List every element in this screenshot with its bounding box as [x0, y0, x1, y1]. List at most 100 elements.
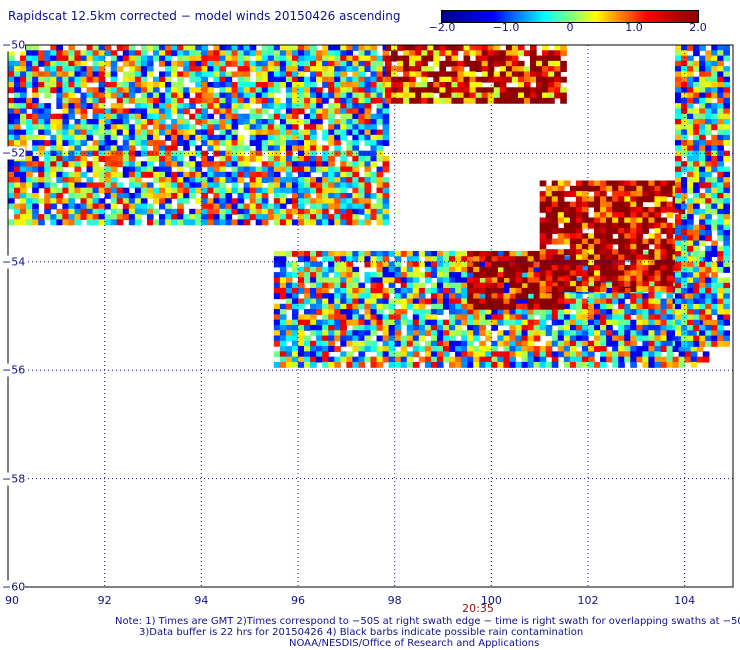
- wind-cell: [122, 60, 130, 67]
- wind-cell: [352, 87, 360, 94]
- wind-cell: [600, 314, 607, 321]
- wind-cell: [443, 256, 450, 263]
- wind-cell: [189, 129, 196, 136]
- wind-cell: [231, 113, 239, 120]
- wind-cell: [74, 60, 82, 67]
- wind-cell: [285, 92, 293, 99]
- wind-cell: [38, 129, 45, 136]
- wind-cell: [551, 212, 559, 219]
- wind-cell: [56, 71, 63, 78]
- wind-cell: [255, 187, 263, 194]
- wind-cell: [636, 280, 643, 287]
- wind-cell: [551, 293, 559, 300]
- wind-cell: [551, 309, 559, 315]
- wind-cell: [14, 103, 21, 110]
- wind-cell: [358, 187, 366, 194]
- wind-cell: [481, 66, 489, 73]
- wind-cell: [364, 177, 372, 183]
- wind-cell: [717, 293, 724, 300]
- wind-cell: [521, 309, 529, 315]
- wind-cell: [569, 298, 577, 305]
- wind-cell: [681, 81, 688, 88]
- wind-cell: [195, 187, 202, 194]
- wind-cell: [675, 150, 682, 157]
- wind-cell: [26, 71, 33, 78]
- wind-cell: [606, 228, 613, 234]
- wind-cell: [177, 134, 184, 141]
- wind-cell: [316, 161, 323, 168]
- wind-cell: [575, 324, 583, 331]
- wind-cell: [479, 272, 486, 278]
- wind-cell: [352, 293, 360, 300]
- wind-cell: [189, 50, 196, 57]
- wind-cell: [675, 229, 682, 236]
- wind-cell: [418, 293, 426, 300]
- wind-cell: [382, 351, 390, 358]
- wind-cell: [14, 134, 21, 141]
- wind-cell: [134, 171, 142, 178]
- wind-cell: [409, 92, 416, 99]
- wind-cell: [624, 287, 631, 294]
- wind-cell: [711, 187, 718, 194]
- wind-cell: [298, 266, 305, 273]
- wind-cell: [159, 108, 166, 115]
- wind-cell: [445, 87, 453, 94]
- wind-cell: [473, 330, 480, 337]
- wind-cell: [92, 50, 100, 57]
- wind-cell: [56, 124, 63, 131]
- wind-cell: [699, 303, 706, 310]
- wind-cell: [195, 97, 202, 104]
- wind-cell: [267, 134, 275, 141]
- wind-cell: [267, 124, 275, 131]
- wind-cell: [418, 330, 426, 337]
- wind-cell: [104, 203, 112, 210]
- wind-cell: [705, 330, 712, 337]
- wind-cell: [219, 55, 227, 62]
- wind-cell: [654, 314, 662, 321]
- wind-cell: [575, 249, 583, 256]
- wind-cell: [298, 192, 305, 199]
- wind-cell: [527, 319, 535, 326]
- wind-cell: [400, 277, 408, 284]
- wind-cell: [285, 134, 293, 141]
- wind-cell: [261, 208, 269, 215]
- wind-cell: [666, 303, 674, 310]
- wind-cell: [581, 180, 589, 187]
- wind-cell: [32, 155, 39, 162]
- wind-cell: [364, 346, 372, 352]
- wind-cell: [56, 134, 63, 141]
- wind-cell: [86, 118, 94, 125]
- wind-cell: [165, 103, 172, 110]
- wind-cell: [146, 171, 154, 178]
- wind-cell: [165, 97, 172, 104]
- wind-cell: [678, 293, 686, 300]
- wind-cell: [433, 71, 440, 78]
- wind-cell: [382, 287, 390, 294]
- wind-cell: [424, 298, 432, 305]
- wind-cell: [678, 351, 686, 358]
- wind-cell: [159, 192, 166, 199]
- wind-cell: [243, 87, 251, 94]
- wind-cell: [479, 293, 486, 300]
- wind-cell: [397, 97, 404, 104]
- wind-cell: [322, 330, 329, 337]
- wind-cell: [618, 303, 625, 310]
- wind-cell: [612, 293, 619, 300]
- wind-cell: [699, 76, 706, 83]
- wind-cell: [711, 150, 718, 157]
- wind-cell: [581, 280, 589, 287]
- wind-cell: [207, 124, 215, 131]
- wind-cell: [74, 71, 82, 78]
- wind-cell: [412, 314, 420, 321]
- wind-cell: [165, 208, 172, 215]
- wind-cell: [177, 161, 184, 168]
- wind-cell: [675, 303, 682, 310]
- wind-cell: [255, 81, 263, 88]
- wind-cell: [600, 265, 607, 271]
- wind-cell: [533, 335, 541, 342]
- wind-cell: [412, 287, 420, 294]
- wind-cell: [569, 270, 577, 277]
- wind-cell: [433, 97, 440, 104]
- wind-cell: [675, 87, 682, 94]
- wind-cell: [261, 129, 269, 136]
